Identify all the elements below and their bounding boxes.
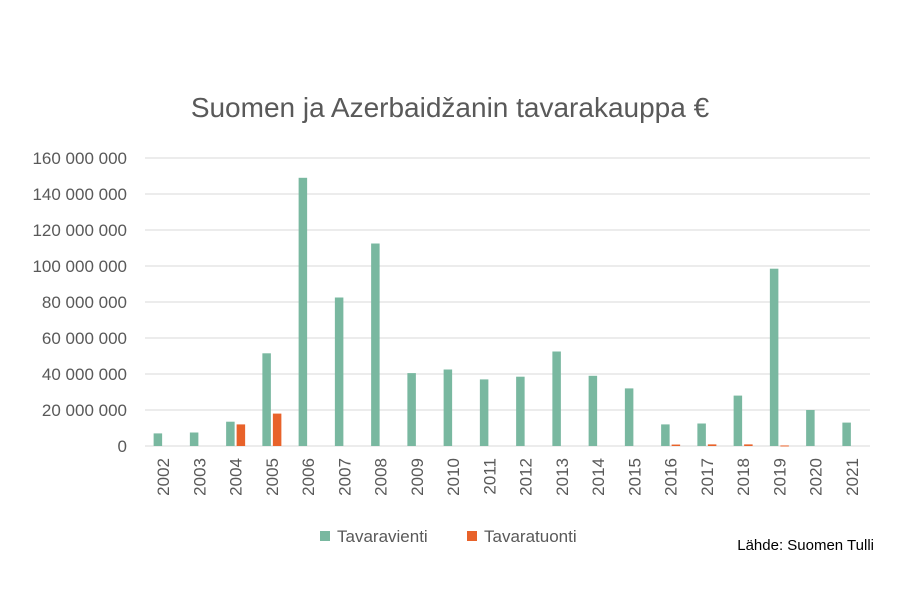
- legend: Tavaravienti Tavaratuonti: [320, 527, 577, 546]
- bar-tavaravienti-2004: [226, 421, 235, 446]
- bar-tavaravienti-2016: [661, 424, 670, 446]
- legend-label-tavaravienti: Tavaravienti: [337, 527, 428, 546]
- bar-tavaravienti-2020: [806, 410, 815, 446]
- bar-tavaravienti-2006: [298, 177, 308, 447]
- chart-title: Suomen ja Azerbaidžanin tavarakauppa €: [190, 92, 710, 123]
- x-tick-label: 2017: [698, 458, 717, 496]
- bar-tavaravienti-2002: [153, 433, 163, 446]
- x-tick-label: 2009: [408, 458, 427, 496]
- x-tick-label: 2020: [807, 458, 826, 496]
- x-tick-label: 2014: [589, 458, 608, 496]
- bar-tavaravienti-2013: [552, 351, 561, 446]
- legend-swatch-tavaravienti: [320, 531, 330, 541]
- x-tick-label: 2015: [625, 458, 644, 496]
- bars: [153, 177, 851, 447]
- bar-tavaravienti-2017: [697, 423, 706, 446]
- legend-label-tavaratuonti: Tavaratuonti: [484, 527, 577, 546]
- x-axis-ticks: 2002 2003 2004 2005 2006 2007 2008 2009 2010 2011…: [154, 458, 862, 496]
- bar-tavaravienti-2021: [842, 422, 851, 446]
- x-tick-label: 2003: [190, 458, 209, 496]
- bar-tavaratuonti-2019: [780, 445, 789, 447]
- bar-tavaravienti-2010: [443, 369, 453, 446]
- bar-tavaravienti-2003: [189, 432, 199, 446]
- bar-tavaravienti-2015: [624, 388, 634, 446]
- bar-tavaravienti-2007: [334, 297, 344, 446]
- source-note: Lähde: Suomen Tulli: [737, 537, 874, 554]
- y-tick-label: 0: [118, 437, 127, 456]
- bar-tavaratuonti-2018: [744, 444, 753, 446]
- bar-tavaravienti-2019: [769, 268, 779, 446]
- y-tick-label: 60 000 000: [42, 329, 127, 348]
- bar-tavaravienti-2011: [479, 379, 489, 446]
- x-tick-label: 2012: [517, 458, 536, 496]
- x-tick-label: 2019: [770, 458, 789, 496]
- x-tick-label: 2004: [227, 458, 246, 496]
- bar-tavaravienti-2014: [588, 375, 598, 446]
- y-tick-label: 100 000 000: [32, 257, 127, 276]
- y-axis-ticks: 0 20 000 000 40 000 000 60 000 000 80 000 00…: [32, 149, 127, 456]
- x-tick-label: 2002: [154, 458, 173, 496]
- bar-tavaratuonti-2016: [671, 444, 681, 446]
- y-tick-label: 120 000 000: [32, 221, 127, 240]
- bar-tavaravienti-2012: [516, 376, 525, 446]
- bar-tavaratuonti-2004: [236, 424, 246, 446]
- y-tick-label: 140 000 000: [32, 185, 127, 204]
- gridlines: [145, 157, 870, 447]
- x-tick-label: 2021: [843, 458, 862, 496]
- x-tick-label: 2010: [444, 458, 463, 496]
- y-tick-label: 160 000 000: [32, 149, 127, 168]
- x-tick-label: 2013: [553, 458, 572, 496]
- x-tick-label: 2005: [263, 458, 282, 496]
- y-tick-label: 80 000 000: [42, 293, 127, 312]
- x-tick-label: 2008: [372, 458, 391, 496]
- x-tick-label: 2007: [335, 458, 354, 496]
- bar-tavaravienti-2009: [407, 373, 416, 446]
- bar-tavaravienti-2008: [371, 243, 380, 446]
- bar-tavaravienti-2005: [262, 353, 271, 446]
- x-tick-label: 2016: [662, 458, 681, 496]
- y-tick-label: 40 000 000: [42, 365, 127, 384]
- bar-tavaratuonti-2017: [707, 444, 717, 446]
- legend-swatch-tavaratuonti: [467, 531, 477, 541]
- y-tick-label: 20 000 000: [42, 401, 127, 420]
- x-tick-label: 2018: [734, 458, 753, 496]
- x-tick-label: 2006: [299, 458, 318, 496]
- bar-tavaravienti-2018: [733, 395, 743, 446]
- bar-tavaratuonti-2005: [272, 413, 282, 446]
- x-tick-label: 2011: [480, 458, 499, 495]
